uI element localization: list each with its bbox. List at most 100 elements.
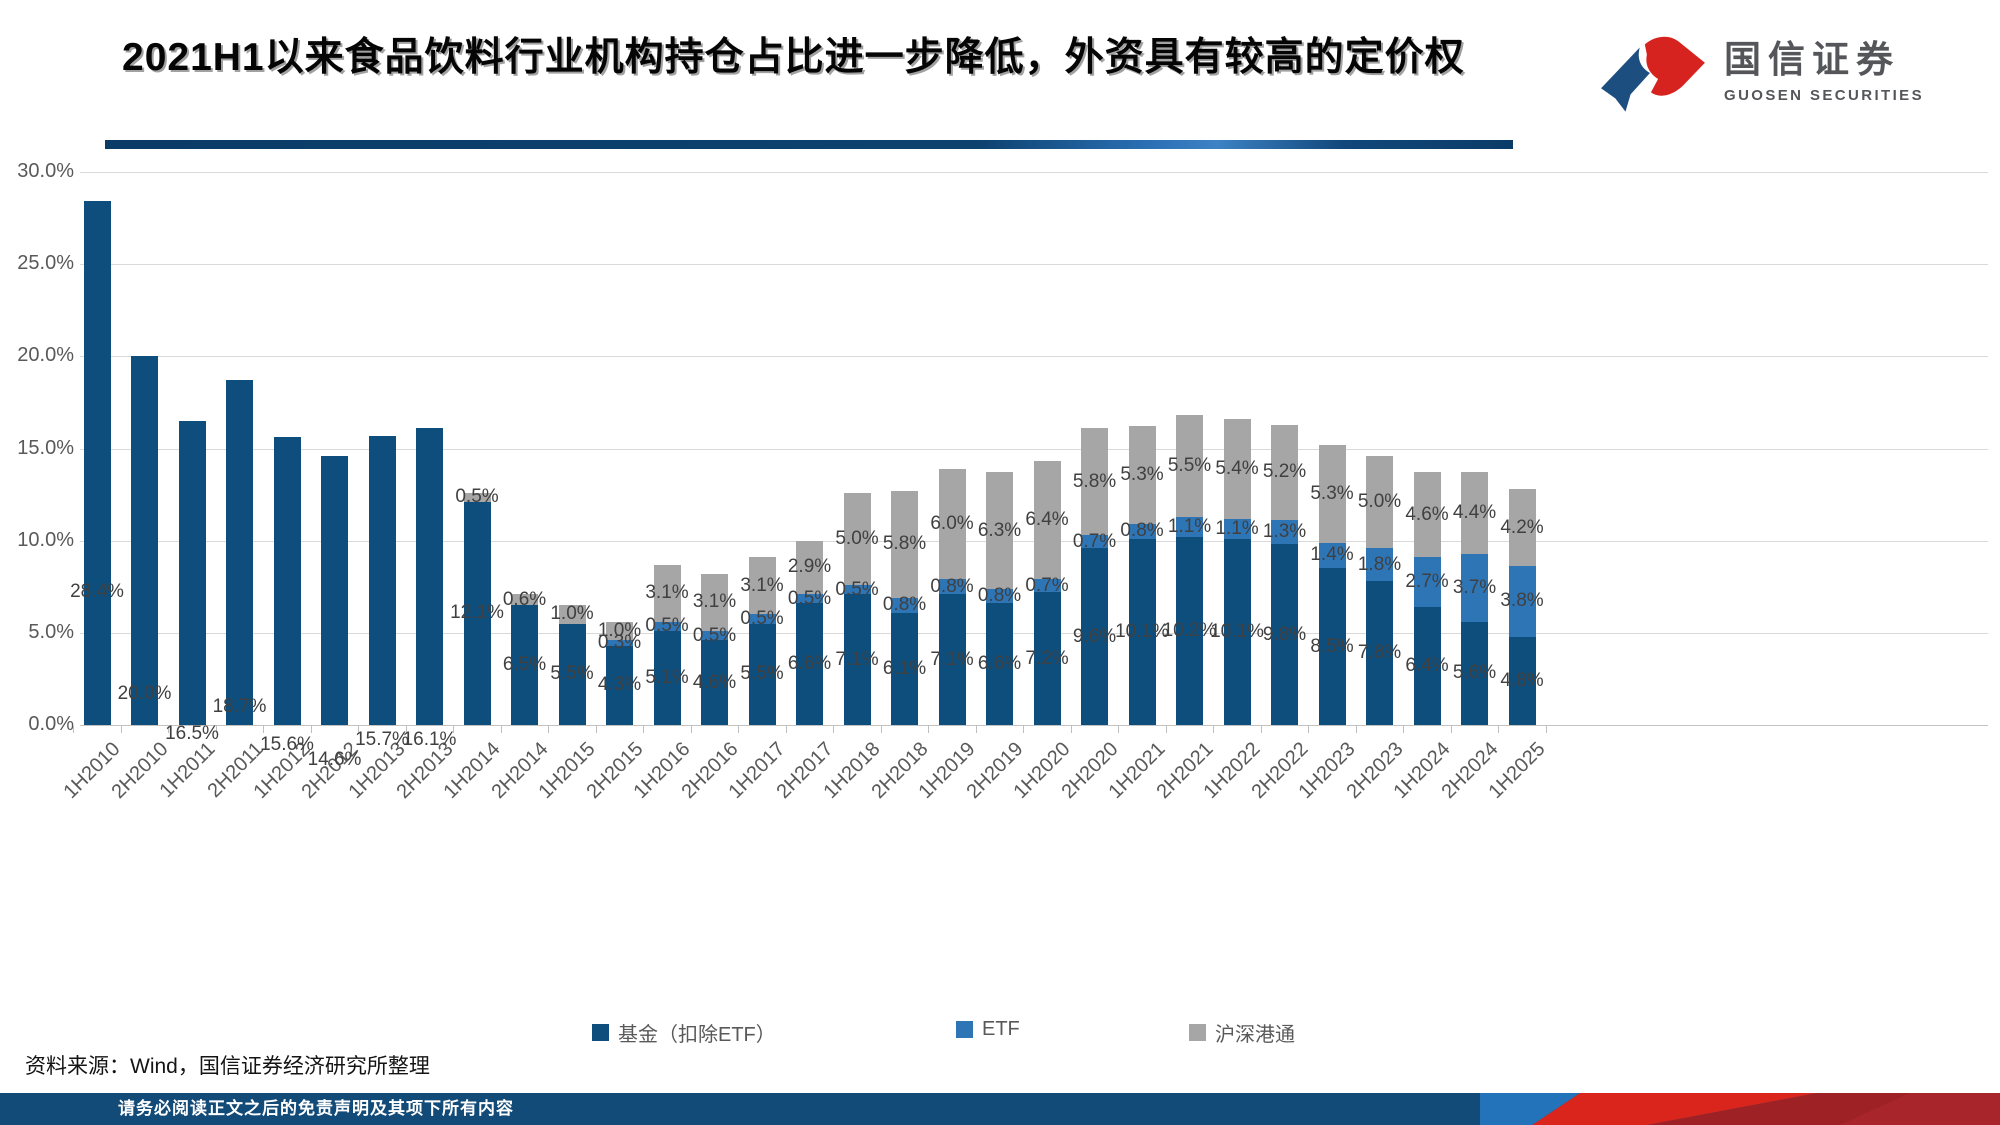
bar-label-hkconnect: 6.3% — [977, 519, 1022, 541]
bar-segment-hkconnect — [1128, 426, 1156, 525]
bar-segment-hkconnect — [606, 621, 633, 641]
legend-swatch-etf — [956, 1021, 973, 1038]
bar-segment-fund — [748, 623, 776, 725]
bar-label-etf: 0.8% — [930, 575, 974, 597]
x-axis-tick — [168, 726, 170, 733]
bar-segment-hkconnect — [1033, 461, 1061, 580]
data-source-note: 资料来源：Wind，国信证券经济研究所整理 — [25, 1055, 430, 1078]
bar-segment-etf — [1366, 548, 1393, 582]
x-axis-tick — [310, 726, 312, 733]
bar-segment-hkconnect — [558, 605, 586, 624]
bar-label-hkconnect: 4.2% — [1500, 516, 1544, 538]
bar-segment-hkconnect — [938, 468, 966, 580]
logo-cn-text: 国信证券 — [1724, 39, 1900, 80]
bar-label-etf: 3.7% — [1452, 576, 1497, 598]
bar-label-fund: 28.4% — [70, 581, 124, 603]
bar-label-fund: 16.5% — [165, 723, 219, 745]
bar-segment-hkconnect — [1223, 419, 1251, 519]
bar-label-hkconnect: 5.4% — [1215, 457, 1259, 479]
x-axis-tick — [1165, 726, 1167, 733]
bar-label-fund: 15.6% — [260, 734, 314, 756]
gridline — [80, 448, 1988, 450]
y-axis-label: 10.0% — [17, 528, 74, 551]
bar-segment-etf — [1461, 553, 1488, 622]
bar-segment-hkconnect — [1413, 472, 1441, 558]
x-axis-tick — [1260, 726, 1262, 733]
bar-segment-fund — [653, 630, 681, 725]
logo-text: 国信证券 GUOSEN SECURITIES — [1724, 34, 1924, 104]
bar-label-etf: 1.3% — [1262, 521, 1307, 543]
bar-segment-fund — [463, 501, 491, 725]
logo-en-text: GUOSEN SECURITIES — [1724, 86, 1924, 104]
bar-segment-hkconnect — [796, 540, 823, 595]
bar-label-hkconnect: 5.0% — [1357, 490, 1402, 512]
bar-label-fund: 7.1% — [835, 648, 879, 670]
bar-label-hkconnect: 4.4% — [1452, 502, 1497, 524]
bar-label-hkconnect: 5.3% — [1120, 464, 1164, 486]
x-axis-tick — [690, 726, 692, 733]
bar-segment-hkconnect — [511, 594, 538, 606]
bar-segment-etf — [1033, 579, 1061, 593]
bar-segment-fund — [226, 380, 253, 725]
y-axis-label: 15.0% — [17, 436, 74, 459]
disclaimer-text: 请务必阅读正文之后的免责声明及其项下所有内容 — [118, 1099, 514, 1118]
bar-segment-etf — [986, 588, 1013, 604]
bar-segment-etf — [1508, 566, 1536, 637]
x-axis-tick — [1023, 726, 1025, 733]
bar-label-fund: 5.1% — [645, 666, 689, 688]
x-axis-tick — [73, 726, 75, 733]
bar-segment-hkconnect — [986, 472, 1013, 589]
bar-label-fund: 5.5% — [550, 663, 594, 685]
bar-segment-etf — [843, 584, 871, 595]
bar-segment-fund — [938, 594, 966, 725]
legend-label-fund: 基金（扣除ETF） — [618, 1024, 776, 1046]
bar-segment-etf — [1081, 535, 1108, 549]
x-axis-tick — [1403, 726, 1405, 733]
x-axis-tick — [500, 726, 502, 733]
y-axis-label: 5.0% — [28, 620, 74, 643]
bar-segment-fund — [1081, 548, 1108, 725]
bar-segment-hkconnect — [1176, 415, 1203, 517]
bar-label-etf: 0.5% — [645, 615, 689, 637]
bar-label-fund: 5.5% — [740, 663, 784, 685]
bar-label-fund: 6.6% — [977, 653, 1022, 675]
bar-label-fund: 12.1% — [450, 602, 504, 624]
y-axis-label: 0.0% — [28, 713, 74, 735]
x-axis-tick — [643, 726, 645, 733]
bar-label-hkconnect: 5.8% — [1072, 470, 1117, 492]
bar-segment-hkconnect — [1508, 489, 1536, 567]
bar-label-hkconnect: 0.5% — [455, 486, 499, 508]
x-axis-tick — [120, 726, 122, 733]
bar-segment-hkconnect — [891, 490, 918, 598]
bar-label-etf: 0.7% — [1072, 530, 1117, 552]
bar-label-hkconnect: 5.0% — [835, 527, 879, 549]
bar-label-fund: 15.7% — [355, 728, 409, 750]
guosen-logo: 国信证券 GUOSEN SECURITIES — [1598, 34, 1928, 122]
legend-item-etf: ETF — [956, 1018, 1020, 1041]
bar-label-hkconnect: 1.0% — [550, 603, 594, 625]
bar-segment-fund — [1128, 538, 1156, 725]
bar-segment-etf — [748, 614, 776, 624]
bar-segment-fund — [321, 455, 348, 725]
bar-segment-etf — [701, 630, 728, 641]
bar-segment-etf — [653, 621, 681, 631]
bar-label-fund: 9.6% — [1072, 625, 1117, 647]
bar-label-etf: 1.4% — [1310, 544, 1354, 566]
x-axis-tick — [263, 726, 265, 733]
bar-segment-fund — [178, 420, 206, 725]
legend-item-fund: 基金（扣除ETF） — [592, 1018, 776, 1047]
bar-segment-fund — [796, 603, 823, 725]
bar-segment-fund — [1508, 636, 1536, 725]
legend-label-etf: ETF — [982, 1018, 1020, 1040]
gridline — [80, 356, 1988, 358]
bar-label-etf: 0.8% — [882, 594, 927, 616]
bar-label-hkconnect: 1.0% — [597, 619, 642, 641]
bar-segment-etf — [606, 640, 633, 646]
bar-segment-hkconnect — [1271, 424, 1298, 521]
bar-segment-fund — [273, 437, 301, 725]
bar-label-etf: 0.8% — [1120, 520, 1164, 542]
bar-segment-fund — [558, 623, 586, 725]
bar-label-fund: 18.7% — [212, 695, 267, 717]
bar-label-fund: 10.1% — [1115, 620, 1169, 642]
